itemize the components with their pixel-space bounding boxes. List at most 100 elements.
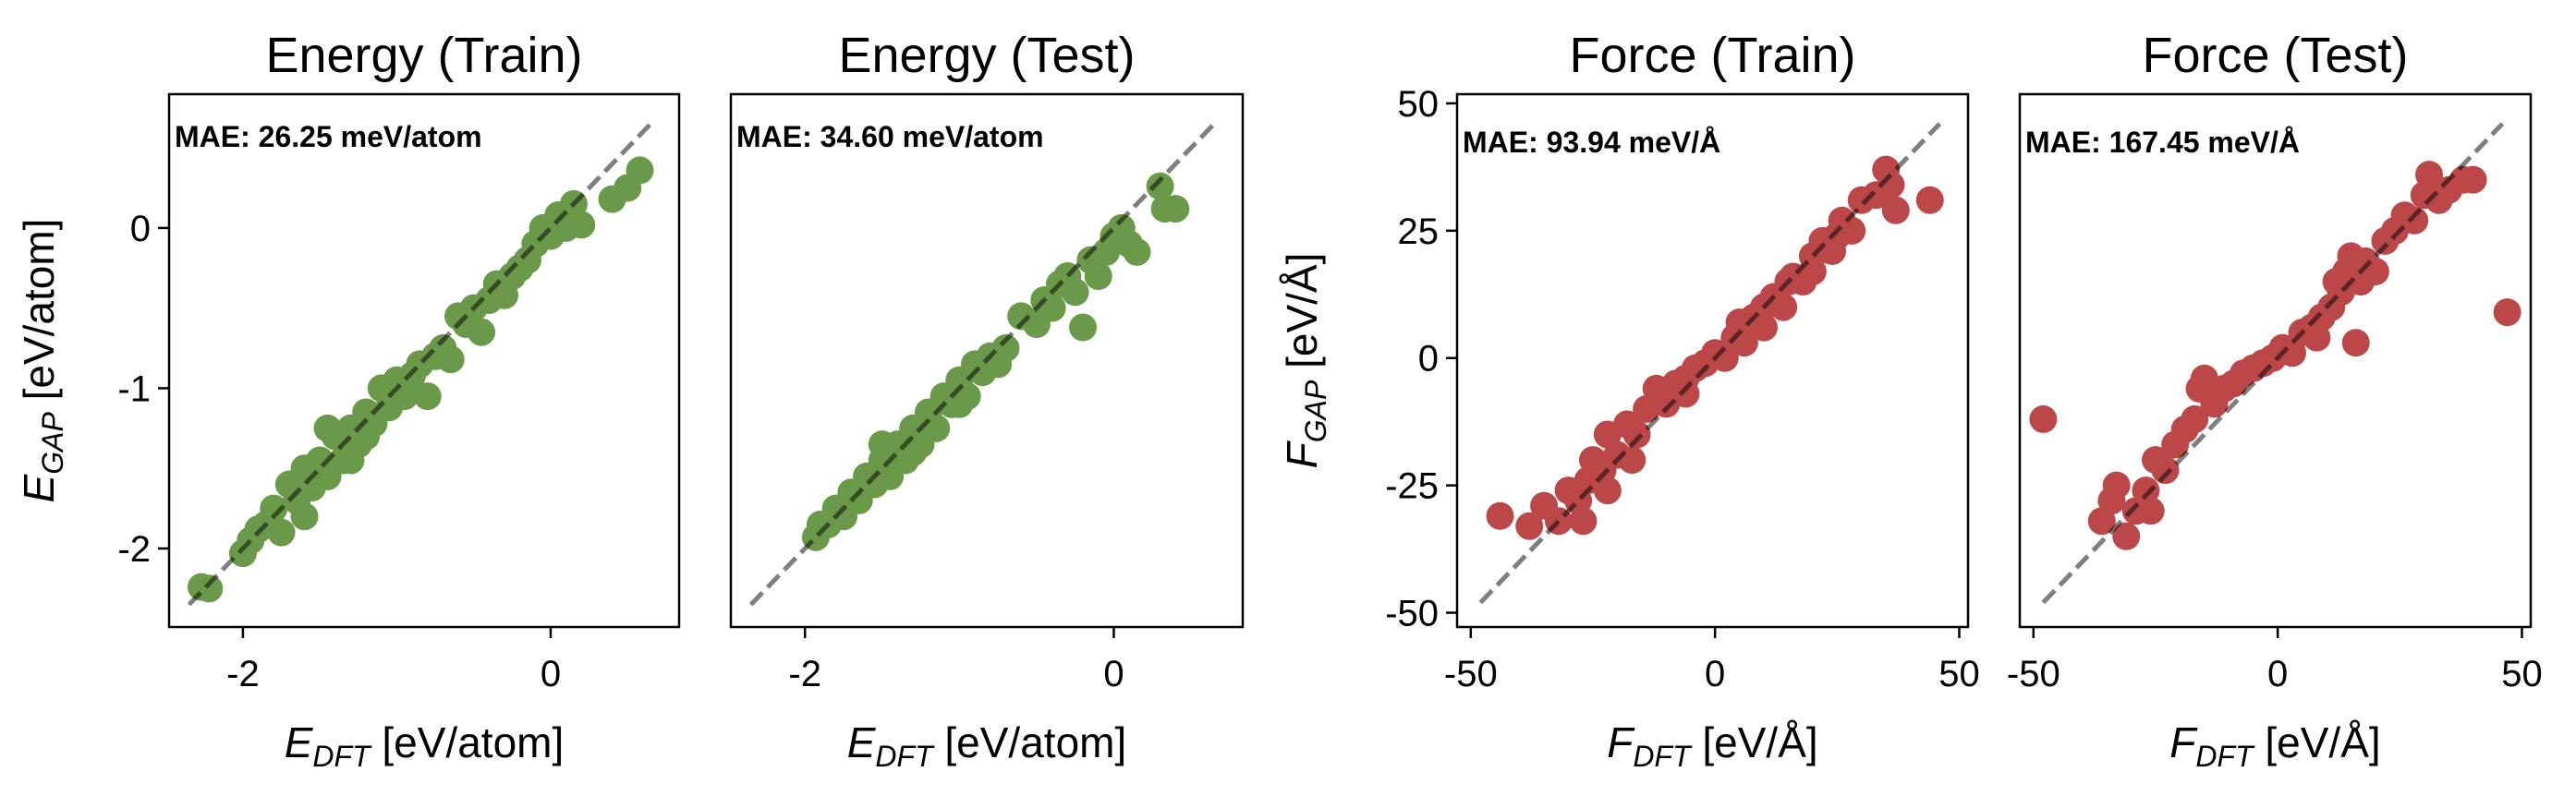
data-point [1725,308,1754,337]
data-point [922,414,951,442]
data-point [1618,446,1646,475]
y-axis-label: FGAP [eV/Å] [1278,253,1332,469]
x-axis-label-symbol: E [285,718,314,766]
y-axis-label-symbol: F [1278,440,1326,468]
x-axis-label: EDFT [eV/atom] [285,718,565,773]
data-point [2341,329,2370,357]
data-point [2136,497,2165,525]
data-point [260,494,288,523]
data-point [1486,501,1514,530]
axes-frame [167,92,681,629]
data-point [1161,195,1190,223]
data-point [1569,507,1598,536]
y-axis-label-symbol: E [15,473,63,502]
y-tick-label: 25 [1398,211,1440,252]
data-point [991,334,1020,363]
data-point [2151,456,2180,485]
y-tick-label: -1 [117,368,151,409]
data-point [267,518,296,547]
y-tick-label: -50 [1385,594,1439,634]
y-axis-label-unit: [eV/atom] [15,219,63,413]
subplot-0: -2 0 -2 -1 0 Energy (Train) MAE: 26.25 meV/ato… [15,28,681,773]
data-point [899,438,928,466]
y-axis-label-subscript: GAP [1299,380,1332,442]
data-point [2459,165,2487,194]
data-point [2181,404,2209,433]
y-axis-label-subscript: GAP [36,412,69,475]
mae-annotation: MAE: 93.94 meV/Å [1463,126,1720,159]
parity-reference-line [2041,122,2505,605]
data-point [626,156,654,185]
data-point [2415,161,2444,189]
x-axis-label-symbol: E [847,718,877,766]
data-point [1881,196,1910,224]
x-axis-label-subscript: DFT [1633,740,1693,773]
scatter-points [801,172,1190,551]
data-point [1123,237,1151,266]
subplot-title: Energy (Train) [265,28,582,83]
data-point [1515,512,1544,540]
x-tick-label: -50 [2007,654,2060,694]
data-point [413,382,442,411]
y-tick-label: -2 [117,529,151,570]
data-point [2493,298,2521,327]
data-point [1084,261,1112,290]
scatter-points [2029,161,2521,550]
data-point [313,414,342,442]
data-point [2322,267,2351,295]
data-point [2303,323,2331,352]
parity-reference-line [187,118,656,607]
y-axis-label-unit: [eV/Å] [1278,253,1326,380]
data-point [945,390,974,418]
x-axis-label-subscript: DFT [875,740,935,773]
data-point [2029,404,2058,433]
x-tick-label: -2 [226,654,260,694]
subplot-1: -2 0 Energy (Test) MAE: 34.60 meV/atom EDFT … [729,28,1245,773]
axes-frame [2018,92,2533,629]
data-point [290,502,319,531]
x-tick-label: 0 [1705,654,1725,694]
axes-frame [729,92,1245,629]
data-point [2102,471,2131,500]
data-point [1750,313,1779,342]
y-axis-label: EGAP [eV/atom] [15,219,69,503]
data-point [567,211,596,239]
data-point [1671,364,1700,392]
data-point [195,574,224,603]
scatter-points [1486,155,1944,540]
parity-reference-line [748,118,1220,607]
data-point [1622,420,1651,449]
subplot-title: Energy (Test) [838,28,1135,83]
x-tick-label: -50 [1444,654,1498,694]
subplot-3: -50 0 50 Force (Test) MAE: 167.45 meV/Å FDFT … [2007,28,2543,773]
x-axis-label-symbol: F [1607,718,1635,766]
x-axis-label-symbol: F [2169,718,2198,766]
data-point [336,446,365,475]
data-point [1038,294,1066,322]
subplot-title: Force (Train) [1569,28,1855,83]
data-point [1798,257,1827,285]
subplot-2: -50 0 50 -50 -25 0 25 50 Force (Train) MAE: 93.94… [1278,28,1980,773]
data-point [1069,313,1098,342]
y-tick-label: -25 [1385,466,1439,507]
subplot-title: Force (Test) [2142,28,2408,83]
mae-annotation: MAE: 167.45 meV/Å [2025,126,2300,159]
data-point [2400,206,2429,235]
axes-frame [1455,92,1970,629]
data-point [1146,172,1174,200]
data-point [2112,522,2141,550]
x-axis-label-unit: [eV/atom] [933,718,1127,766]
x-tick-label: 0 [1103,654,1124,694]
x-tick-label: 50 [1938,654,1980,694]
data-point [1061,278,1089,307]
x-axis-label-subscript: DFT [2195,740,2255,773]
data-point [2361,257,2389,285]
x-axis-label-subscript: DFT [312,740,372,773]
data-point [1823,222,1852,250]
data-point [436,345,465,374]
data-point [868,430,896,459]
x-axis-label: FDFT [eV/Å] [1607,718,1817,773]
parity-reference-line [1478,122,1942,605]
data-point [468,318,496,346]
mae-annotation: MAE: 34.60 meV/atom [736,120,1044,153]
